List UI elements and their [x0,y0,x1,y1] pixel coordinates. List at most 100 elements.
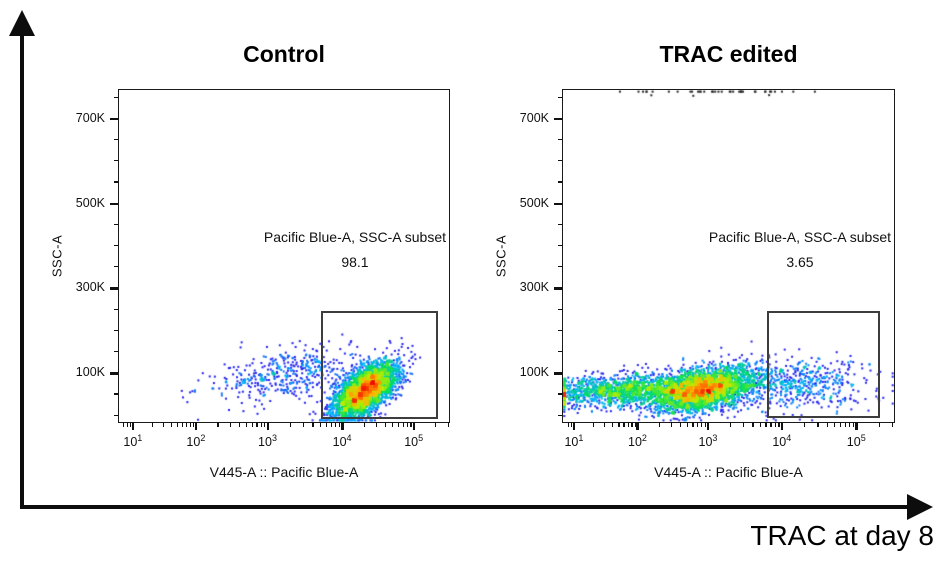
y-axis-arrow-shaft [20,26,24,509]
axis-tick [256,422,258,427]
axis-tick [631,422,633,427]
axis-tick [334,422,337,427]
axis-tick-label: 500K [75,195,105,210]
axis-tick [826,422,828,427]
axis-tick [604,422,606,427]
axis-tick [704,422,706,427]
axis-tick [752,422,754,427]
gate-rectangle [320,311,439,420]
axis-tick [557,351,562,353]
axis-tick-label: 103 [258,433,277,450]
axis-tick [658,422,660,427]
axis-tick [839,422,841,427]
axis-tick [412,422,416,430]
axis-tick [376,422,378,427]
axis-tick [325,422,327,427]
axis-tick-label: 102 [186,433,206,450]
axis-tick [554,287,562,290]
axis-tick [341,422,344,430]
scatter-density-plot [119,90,449,422]
axis-tick [266,422,269,430]
axis-tick [692,422,694,427]
gate-subset-name: Pacific Blue-A, SSC-A subset [708,229,891,246]
axis-tick [251,422,253,427]
plot-title: TRAC edited [659,41,798,67]
axis-tick-label: 105 [846,433,866,450]
axis-tick [572,422,576,430]
axis-tick [774,422,776,427]
axis-tick-label: 300K [75,280,105,295]
axis-tick [113,139,118,141]
axis-tick [170,422,172,427]
axis-tick [765,422,767,427]
axis-tick [186,422,188,427]
axis-tick [636,422,639,430]
axis-tick [113,351,118,353]
axis-tick [855,422,858,430]
axis-tick [671,422,673,427]
axis-tick [770,422,772,427]
axis-tick [557,223,562,226]
axis-tick [176,422,179,427]
axis-tick [181,422,184,427]
axis-tick [701,422,703,427]
axis-tick [686,422,688,427]
axis-tick [151,422,154,427]
axis-tick [435,422,437,427]
axis-tick [110,117,118,121]
axis-tick [312,422,314,427]
axis-tick [193,422,195,427]
axis-tick [623,422,625,427]
axis-tick-label: 104 [332,433,352,450]
axis-tick [406,422,408,427]
axis-tick [123,422,125,427]
axis-tick [113,393,118,395]
axis-tick [557,96,562,98]
axis-tick [627,422,629,427]
axis-tick [392,422,394,427]
axis-tick [730,422,732,427]
axis-tick-label: 101 [564,433,584,450]
axis-tick [113,308,118,310]
axis-tick-label: 103 [698,433,718,450]
axis-tick-label: 100K [75,365,105,380]
axis-tick [706,422,710,430]
axis-tick [679,422,682,427]
axis-tick [593,422,595,427]
y-axis-title: SSC-A [49,234,65,278]
axis-tick [878,422,880,427]
axis-tick [612,422,614,427]
axis-tick [618,422,620,427]
gate-percentage: 98.1 [341,254,369,271]
x-axis-title: V445-A :: Pacific Blue-A [209,464,359,480]
axis-tick [557,393,562,395]
axis-tick [126,422,128,427]
scatter-density-plot [563,90,894,422]
axis-tick [554,117,562,121]
axis-tick [844,422,846,427]
plot-panel-control: Control SSC-A Pacific Blue-A, SSC-A subs… [50,41,450,480]
axis-tick-label: 700K [75,110,105,125]
axis-tick [338,422,340,427]
y-axis-title: SSC-A [493,234,509,278]
axis-tick [289,422,292,427]
axis-tick [743,422,745,427]
axis-tick [402,422,404,427]
axis-tick [113,245,118,247]
plot-panel-trac-edited: TRAC edited SSC-A Pacific Blue-A, SSC-A … [494,41,895,480]
axis-tick [113,181,118,183]
gate-label: Pacific Blue-A, SSC-A subset 98.1 [264,229,446,270]
axis-tick-label: 105 [404,433,424,450]
gate-subset-name: Pacific Blue-A, SSC-A subset [263,229,446,246]
axis-tick-label: 104 [772,433,792,450]
plot-title: Control [243,41,325,67]
axis-tick [447,422,450,427]
gate-rectangle [766,311,881,419]
axis-tick [780,422,784,430]
axis-tick [230,422,232,427]
axis-tick [567,422,569,427]
axis-tick [113,160,118,162]
axis-tick-label: 500K [519,195,549,210]
axis-tick [113,223,118,226]
axis-tick [162,422,165,427]
